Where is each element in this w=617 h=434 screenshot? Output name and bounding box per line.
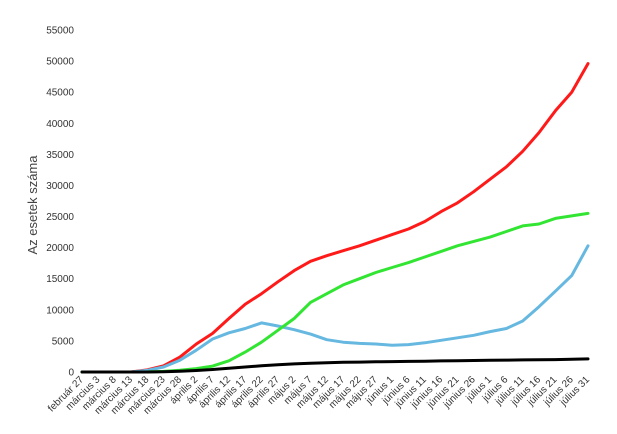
- y-tick-label: 10000: [46, 305, 74, 316]
- y-axis-label: Az esetek száma: [25, 155, 40, 255]
- series-line-2: [80, 244, 590, 374]
- series-line-3: [80, 211, 590, 374]
- y-tick-label: 40000: [46, 119, 74, 130]
- y-tick-label: 5000: [52, 336, 75, 347]
- series-lines: [80, 62, 590, 374]
- y-tick-label: 15000: [46, 274, 74, 285]
- y-tick-label: 55000: [46, 26, 74, 37]
- y-tick-label: 30000: [46, 181, 74, 192]
- y-axis-ticks: 0 5000 10000 15000 20000 25000 30000 35000 40000…: [46, 26, 74, 379]
- series-line-4: [80, 357, 590, 374]
- y-tick-label: 0: [68, 368, 74, 379]
- y-tick-label: 35000: [46, 150, 74, 161]
- y-tick-label: 50000: [46, 57, 74, 68]
- y-tick-label: 45000: [46, 88, 74, 99]
- y-tick-label: 20000: [46, 243, 74, 254]
- y-tick-label: 25000: [46, 212, 74, 223]
